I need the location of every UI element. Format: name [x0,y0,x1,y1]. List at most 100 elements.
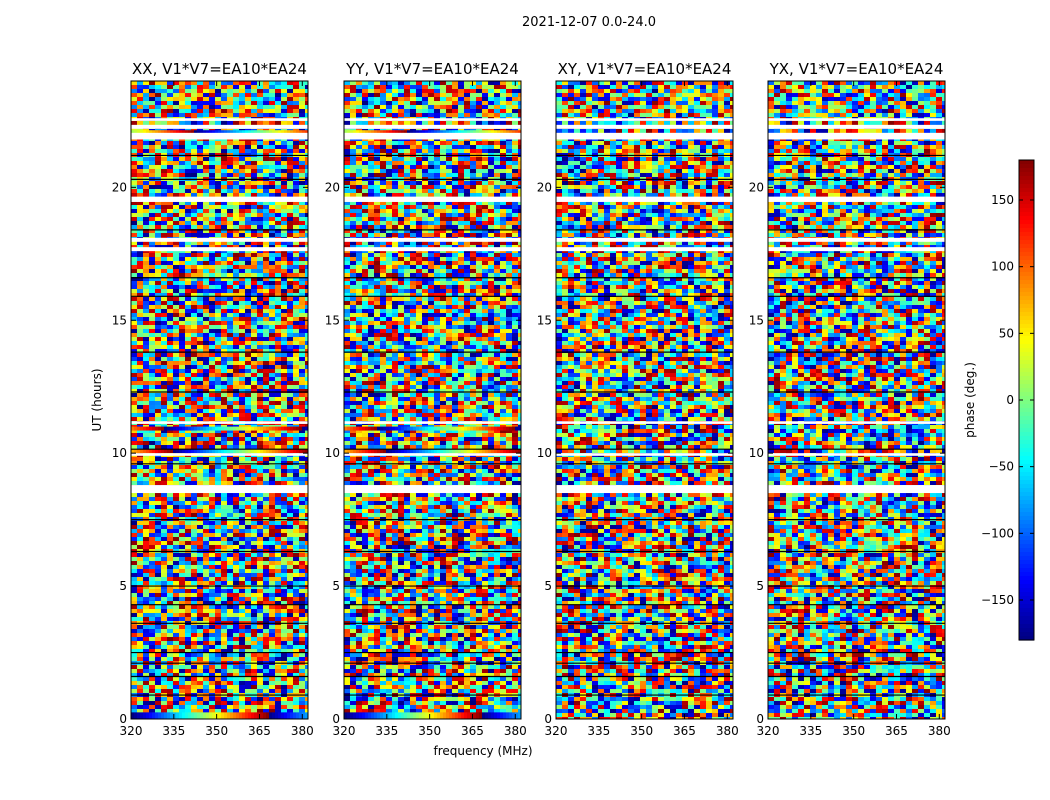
colorbar-swatch [1019,360,1034,365]
colorbar-swatch [1019,624,1034,629]
colorbar-swatch [1019,264,1034,269]
colorbar-swatch [1019,556,1034,561]
x-tick-label: 380 [928,724,951,738]
colorbar-swatch [1019,164,1034,169]
colorbar-swatch [1019,396,1034,401]
colorbar-swatch [1019,428,1034,433]
y-tick-label: 20 [537,180,552,194]
colorbar-swatch [1019,224,1034,229]
colorbar-swatch [1019,384,1034,389]
y-axis-label: UT (hours) [90,368,104,431]
colorbar-swatch [1019,464,1034,469]
colorbar-swatch [1019,252,1034,257]
y-tick-label: 10 [325,446,340,460]
colorbar-swatch [1019,564,1034,569]
colorbar-swatch [1019,172,1034,177]
panels-group: XX, V1*V7=EA10*EA24 320 335 350 365 380 0 5 10 15… [112,60,951,738]
panel-title: XY, V1*V7=EA10*EA24 [558,60,732,78]
colorbar-swatch [1019,320,1034,325]
y-tick-label: 5 [119,579,127,593]
colorbar-swatch [1019,440,1034,445]
colorbar-swatch [1019,200,1034,205]
colorbar-swatch [1019,292,1034,297]
x-tick-label: 335 [799,724,822,738]
y-tick-label: 0 [119,712,127,726]
colorbar-swatch [1019,312,1034,317]
colorbar-swatch [1019,480,1034,485]
x-tick-label: 320 [120,724,143,738]
panel-frame [555,80,734,720]
y-tick-label: 15 [749,313,764,327]
colorbar-swatch [1019,364,1034,369]
colorbar-swatch [1019,416,1034,421]
colorbar-tick-label: 150 [991,193,1014,207]
colorbar-swatch [1019,584,1034,589]
colorbar-swatch [1019,260,1034,265]
colorbar-swatch [1019,544,1034,549]
colorbar-tick-label: −50 [989,460,1014,474]
y-tick-label: 15 [537,313,552,327]
colorbar-swatch [1019,608,1034,613]
colorbar-swatch [1019,604,1034,609]
colorbar-swatch [1019,352,1034,357]
colorbar-swatch [1019,448,1034,453]
x-tick-label: 380 [291,724,314,738]
colorbar-swatch [1019,588,1034,593]
colorbar-swatch [1019,460,1034,465]
colorbar-swatch [1019,376,1034,381]
y-tick-label: 20 [749,180,764,194]
colorbar-swatch [1019,512,1034,517]
colorbar-swatch [1019,316,1034,321]
colorbar-swatch [1019,180,1034,185]
colorbar-swatch [1019,160,1034,165]
colorbar-swatch [1019,296,1034,301]
colorbar-swatch [1019,308,1034,313]
colorbar-swatch [1019,592,1034,597]
panel-title: XX, V1*V7=EA10*EA24 [132,60,307,78]
colorbar-swatch [1019,232,1034,237]
colorbar-tick-label: 100 [991,260,1014,274]
colorbar-swatch [1019,404,1034,409]
y-tick-label: 20 [325,180,340,194]
colorbar-swatch [1019,496,1034,501]
x-tick-label: 320 [545,724,568,738]
colorbar-swatch [1019,272,1034,277]
colorbar-swatch [1019,560,1034,565]
colorbar-swatch [1019,176,1034,181]
colorbar-swatch [1019,392,1034,397]
colorbar-swatch [1019,408,1034,413]
colorbar-swatch [1019,276,1034,281]
colorbar-label: phase (deg.) [963,362,977,438]
colorbar-swatch [1019,424,1034,429]
colorbar-swatch [1019,256,1034,261]
y-tick-label: 10 [537,446,552,460]
panel-frame [767,80,946,720]
y-tick-label: 5 [332,579,340,593]
colorbar-swatch [1019,476,1034,481]
colorbar-swatch [1019,236,1034,241]
colorbar-swatch [1019,268,1034,273]
colorbar-swatch [1019,620,1034,625]
heatmap-yy [344,81,521,719]
x-tick-label: 335 [162,724,185,738]
heatmap-xy [556,81,733,719]
y-tick-label: 10 [112,446,127,460]
colorbar-tick-label: 0 [1006,393,1014,407]
y-tick-label: 0 [756,712,764,726]
panel-frame [343,80,522,720]
colorbar-swatch [1019,600,1034,605]
panel-yx: YX, V1*V7=EA10*EA24 320 335 350 365 380 0 5 10 15… [749,60,951,738]
colorbar-swatch [1019,300,1034,305]
colorbar-swatch [1019,444,1034,449]
colorbar-swatch [1019,540,1034,545]
colorbar-swatch [1019,372,1034,377]
colorbar-swatch [1019,524,1034,529]
colorbar-swatch [1019,168,1034,173]
x-tick-label: 380 [504,724,527,738]
panel-frame [130,80,309,720]
colorbar-swatch [1019,420,1034,425]
colorbar-swatch [1019,484,1034,489]
x-tick-label: 320 [757,724,780,738]
x-tick-label: 320 [333,724,356,738]
